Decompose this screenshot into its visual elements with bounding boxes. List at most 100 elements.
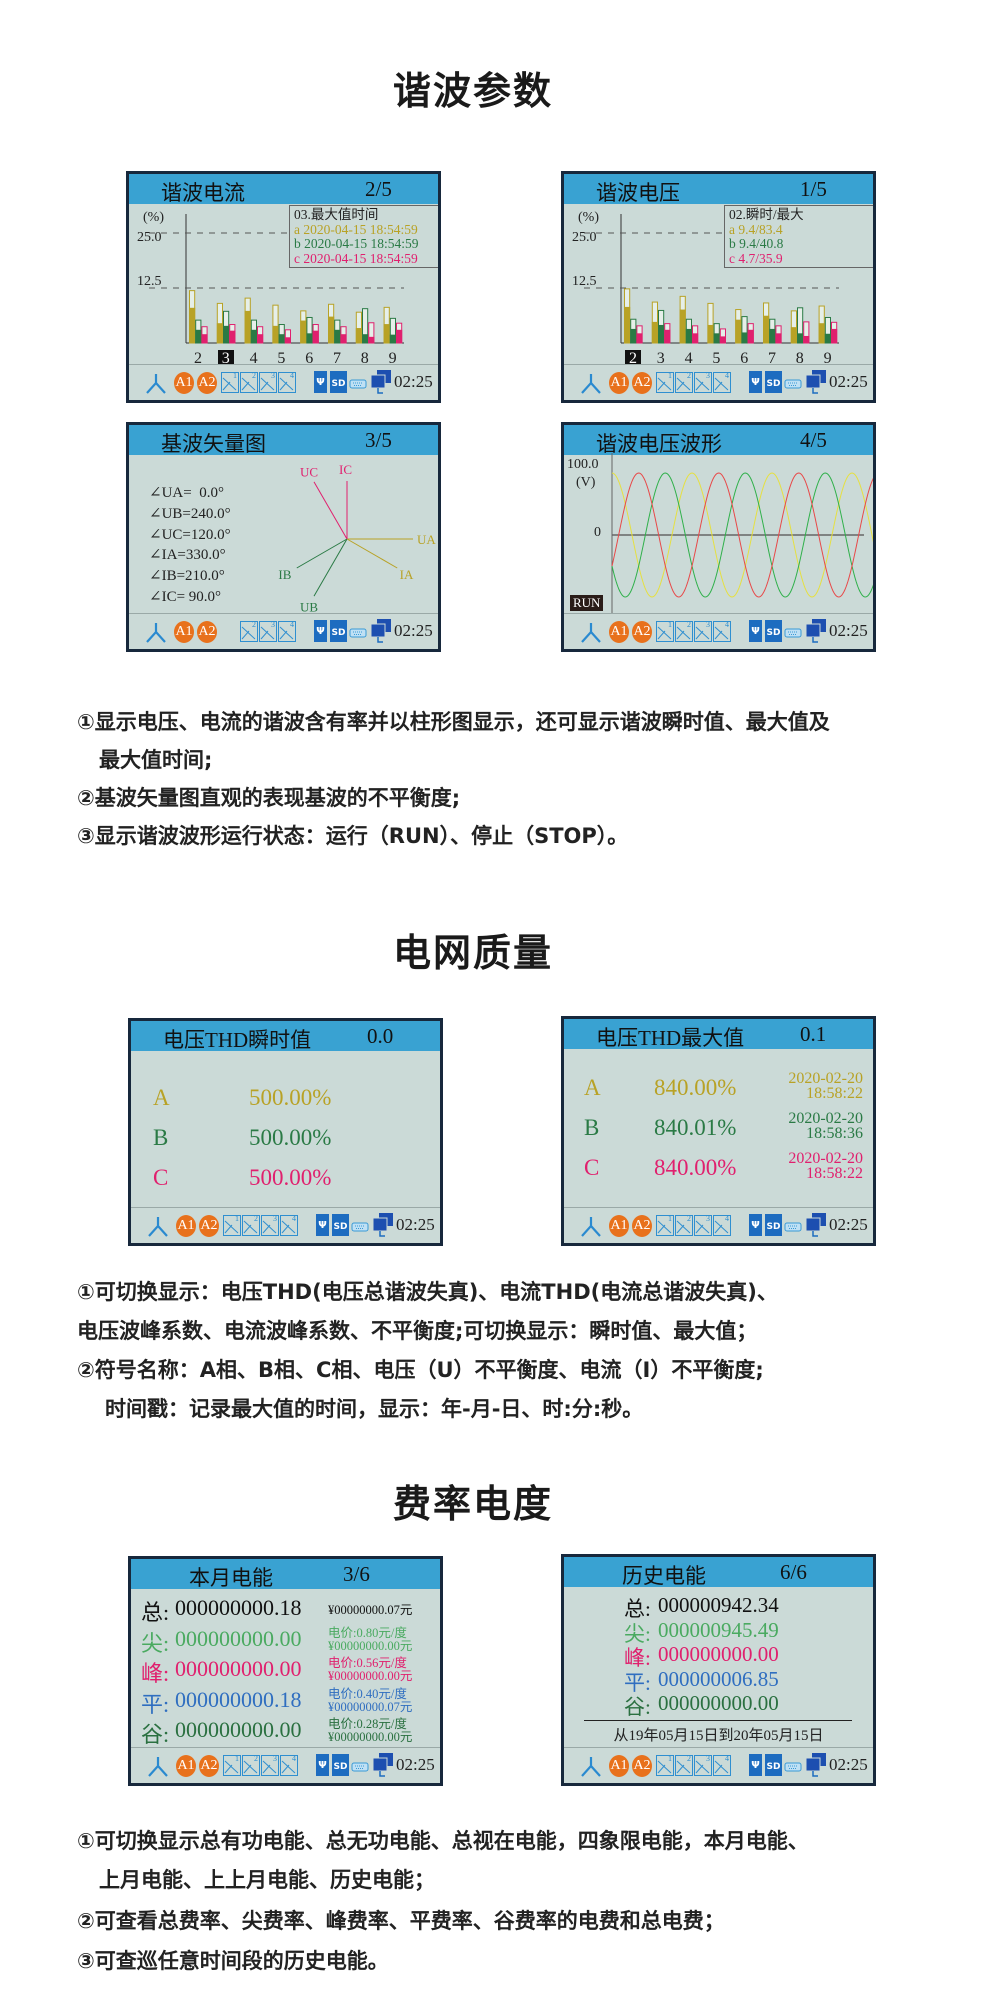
phasor-label-ia: IA	[400, 567, 414, 582]
thd-max-screen: 电压THD最大值 0.1 A 840.00% 2020-02-20 18:58:22 B 8…	[561, 1016, 876, 1246]
harmonic-order-6[interactable]: 6	[740, 350, 749, 367]
a1-alarm-icon: A1	[609, 621, 629, 643]
a2-alarm-icon: A2	[632, 621, 652, 643]
phasor-ia	[346, 538, 398, 569]
bar-inst-c-h4	[692, 333, 699, 343]
y-tick: 25.0	[572, 230, 597, 245]
usb-icon: Ψ	[749, 620, 762, 642]
energy-cost: ¥00000000.07元	[328, 1603, 413, 1617]
a2-alarm-icon: A2	[632, 372, 652, 394]
description-line: ③显示谐波波形运行状态：运行（RUN）、停止（STOP）。	[77, 824, 629, 848]
harmonic-order-6[interactable]: 6	[305, 350, 314, 367]
bar-inst-c-h5	[719, 336, 726, 343]
history-energy-screen: 历史电能 6/6 总: 000000942.34 尖: 000000945.49 峰: 00…	[561, 1554, 876, 1786]
page-indicator: 1/5	[800, 177, 827, 201]
harmonic-order-2[interactable]: 2	[194, 350, 202, 367]
serial-port-icon	[351, 1222, 369, 1232]
thd-value: 840.01%	[654, 1115, 737, 1140]
harmonic-order-9[interactable]: 9	[388, 350, 397, 367]
harmonic-order-5[interactable]: 5	[712, 350, 721, 367]
phase-label: B	[584, 1115, 600, 1140]
screen-title: 谐波电压	[596, 181, 680, 205]
serial-port-icon	[784, 628, 802, 638]
bar-inst-c-h2	[636, 333, 643, 343]
harmonic-order-5[interactable]: 5	[277, 350, 286, 367]
status-bar: A1 A2 1 2 3 4 Ψ SD 02:25	[131, 1207, 440, 1243]
relay-output-icon: 3	[694, 1754, 712, 1776]
date-range: 从19年05月15日到20年05月15日	[613, 1728, 824, 1744]
usb-icon: Ψ	[749, 371, 762, 393]
tariff-info: 电价:0.28元/度 ¥00000000.00元	[328, 1718, 412, 1744]
a2-alarm-icon: A2	[197, 372, 217, 394]
sd-card-icon: SD	[765, 1214, 782, 1236]
bar-inst-c-h4	[257, 334, 264, 343]
unit-price: 电价:0.40元/度	[328, 1686, 407, 1701]
bar-inst-a-h6	[300, 320, 307, 343]
bar-inst-a-h5	[707, 324, 714, 343]
bar-inst-c-h5	[284, 337, 291, 343]
month-energy-screen: 本月电能 3/6 总: 000000000.18 ¥00000000.07元 尖: 000…	[128, 1556, 443, 1786]
waveform-phase-c	[611, 472, 873, 598]
description-line: 时间戳：记录最大值的时间，显示：年-月-日、时:分:秒。	[105, 1397, 644, 1421]
harmonic-order-7[interactable]: 7	[333, 350, 341, 367]
harmonic-order-3[interactable]: 3	[217, 350, 234, 368]
phase-label: C	[584, 1155, 600, 1180]
relay-output-icon: 1	[223, 1214, 241, 1236]
wye-connection-icon	[148, 1757, 168, 1777]
clock-time: 02:25	[394, 621, 433, 640]
a1-alarm-icon: A1	[609, 1215, 629, 1237]
screen-header: 谐波电压波形 4/5	[564, 425, 873, 456]
waveform-phase-b	[611, 472, 873, 598]
sd-card-icon: SD	[330, 620, 347, 642]
legend-heading: 03.最大值时间	[294, 207, 379, 222]
harmonic-order-9[interactable]: 9	[823, 350, 832, 367]
harmonic-order-8[interactable]: 8	[360, 350, 369, 367]
harmonic-order-8[interactable]: 8	[795, 350, 804, 367]
timestamp: 2020-02-20 18:58:22	[788, 1151, 863, 1182]
bar-inst-b-h2	[630, 328, 637, 343]
tariff-info: 电价:0.56元/度 ¥00000000.00元	[328, 1657, 412, 1683]
timestamp: 2020-02-20 18:58:36	[788, 1111, 863, 1142]
energy-value: 000000000.18	[175, 1686, 302, 1712]
wye-connection-icon	[581, 1757, 601, 1777]
bar-inst-c-h6	[312, 330, 319, 343]
tariff-info: ¥00000000.07元	[328, 1604, 412, 1617]
section-title-power-quality: 电网质量	[392, 931, 553, 975]
network-icon	[370, 370, 391, 394]
energy-value: 000000000.18	[175, 1595, 302, 1620]
sd-card-icon: SD	[330, 371, 347, 393]
phase-label: A	[153, 1085, 170, 1110]
harmonic-order-4[interactable]: 4	[249, 350, 258, 367]
phasor-uc	[313, 481, 348, 540]
phase-label: C	[153, 1165, 169, 1190]
energy-cost: ¥00000000.00元	[328, 1730, 413, 1744]
harmonic-current-screen: 谐波电流 2/5 (%) 25.0 12.5 03.最大值时间 a 2020-04…	[126, 171, 441, 403]
bar-inst-b-h2	[195, 329, 202, 343]
y-tick: 12.5	[572, 274, 597, 289]
harmonic-order-2[interactable]: 2	[625, 350, 641, 368]
bar-inst-a-h3	[216, 323, 223, 343]
sd-card-icon: SD	[765, 620, 782, 642]
harmonic-order-4[interactable]: 4	[684, 350, 693, 367]
network-icon	[372, 1213, 393, 1237]
sd-card-icon: SD	[332, 1214, 349, 1236]
serial-port-icon	[349, 628, 367, 638]
energy-value: 000000945.49	[658, 1617, 779, 1642]
relay-output-icon: 2	[240, 371, 258, 393]
bar-inst-a-h5	[272, 325, 279, 343]
description-line: ②可查看总费率、尖费率、峰费率、平费率、谷费率的电费和总电费；	[77, 1909, 725, 1933]
screen-title: 基波矢量图	[161, 432, 266, 456]
network-icon	[805, 619, 826, 643]
bar-inst-c-h3	[229, 330, 236, 343]
a2-alarm-icon: A2	[197, 621, 217, 643]
relay-output-icon: 3	[261, 1214, 279, 1236]
screen-header: 电压THD瞬时值 0.0	[131, 1021, 440, 1052]
energy-cost: ¥00000000.00元	[328, 1638, 413, 1653]
screen-title: 谐波电压波形	[596, 432, 722, 456]
bar-inst-c-h7	[775, 333, 782, 343]
harmonic-order-7[interactable]: 7	[768, 350, 776, 367]
a1-alarm-icon: A1	[609, 372, 629, 394]
description-line: 最大值时间;	[99, 748, 213, 772]
y-unit: (V)	[576, 475, 596, 490]
harmonic-order-3[interactable]: 3	[656, 350, 665, 367]
